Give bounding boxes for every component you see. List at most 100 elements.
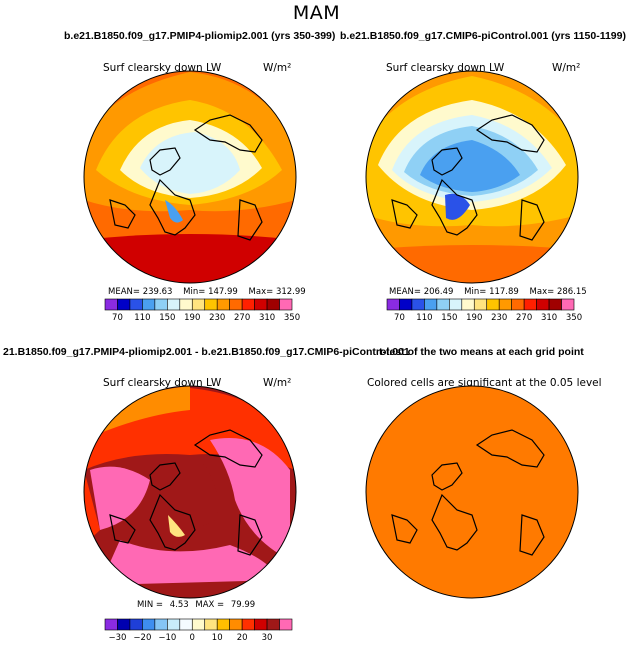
colorbar-cell (266, 618, 280, 631)
max-label: Max= (529, 287, 555, 297)
max-value: 79.99 (230, 600, 256, 610)
colorbar-cell (511, 298, 525, 311)
colorbar-cell (486, 298, 500, 311)
colorbar-tick-label: 10 (212, 633, 223, 643)
colorbar-cell (473, 298, 488, 311)
colorbar-cell (179, 298, 193, 311)
max-value: 286.15 (556, 287, 587, 297)
colorbar-tick-label: 310 (259, 313, 275, 323)
colorbar-cell (204, 298, 218, 311)
colorbar-tick-label: 20 (237, 633, 248, 643)
colorbar-cell (266, 298, 280, 311)
map-panel2 (366, 71, 578, 283)
colorbar-cell (449, 298, 463, 311)
colorbar-cell (279, 298, 293, 311)
panel2-stats: MEAN= 206.49 Min= 117.89 Max= 286.15 (389, 287, 587, 297)
mean-value: 239.63 (142, 287, 173, 297)
colorbar-cell (191, 618, 206, 631)
panel4-title: t-test of the two means at each grid poi… (379, 346, 584, 358)
colorbar-cell (229, 618, 243, 631)
colorbar-cell (129, 298, 143, 311)
colorbar-cell (436, 298, 450, 311)
coastlines-panel1 (109, 114, 263, 241)
colorbar-cell (254, 618, 268, 631)
min-value: 147.99 (208, 287, 238, 297)
colorbar-cell (179, 618, 193, 631)
colorbar-tick-label: 30 (262, 633, 273, 643)
min-value: 4.53 (169, 600, 189, 610)
colorbar-cell (216, 298, 230, 311)
colorbar-tick-label: 350 (284, 313, 300, 323)
map-panel3 (84, 386, 296, 598)
max-value: 312.99 (275, 287, 306, 297)
colorbar-cell (498, 298, 512, 311)
min-value: 117.89 (489, 287, 519, 297)
colorbar-cell (142, 298, 156, 311)
map-panel1 (84, 71, 296, 283)
colorbar-tick-label: 310 (541, 313, 557, 323)
colorbar-tick-label: 70 (112, 313, 123, 323)
colorbar-panel2: 70 110 150 190 230 270 310 350 (386, 298, 582, 323)
mean-label: MEAN= (389, 287, 421, 297)
colorbar-cell (154, 618, 168, 631)
colorbar-cell (279, 618, 293, 631)
panel1-title: b.e21.B1850.f09_g17.PMIP4-pliomip2.001 (… (64, 30, 336, 42)
page-title: MAM (292, 2, 341, 24)
colorbar-tick-label: 270 (234, 313, 250, 323)
colorbar-tick-label: 150 (159, 313, 175, 323)
coastlines-panel4 (391, 429, 545, 556)
map-border (83, 385, 297, 599)
colorbar-tick-label: 0 (190, 633, 195, 643)
colorbar-cell (104, 618, 118, 631)
colorbar-cell (104, 298, 118, 311)
colorbar-tick-label: 230 (209, 313, 225, 323)
max-label: Max= (248, 287, 274, 297)
colorbar-tick-label: 190 (466, 313, 482, 323)
map-border (83, 70, 297, 284)
colorbar-cell (117, 618, 131, 631)
colorbar-cell (154, 298, 168, 311)
min-label: Min= (464, 287, 487, 297)
colorbar-cell (229, 298, 243, 311)
colorbar-tick-label: 230 (491, 313, 507, 323)
colorbar-cell (142, 618, 156, 631)
panel3-stats: MIN = 4.53 MAX = 79.99 (137, 600, 255, 610)
colorbar-cell (523, 298, 537, 311)
map-border (365, 70, 579, 284)
coastlines-panel2 (391, 114, 545, 241)
colorbar-tick-label: 70 (394, 313, 405, 323)
panel3-title: 21.B1850.f09_g17.PMIP4-pliomip2.001 - b.… (3, 346, 410, 358)
min-label: MIN = (137, 600, 164, 610)
colorbar-cell (117, 298, 131, 311)
colorbar-cell (167, 298, 181, 311)
colorbar-tick-label: 270 (516, 313, 532, 323)
colorbar-cell (411, 298, 425, 311)
panel1-units: W/m² (263, 62, 292, 74)
colorbar-panel1: 70 110 150 190 230 270 310 350 (104, 298, 300, 323)
colorbar-cell (399, 298, 413, 311)
colorbar-cell (129, 618, 143, 631)
colorbar-cell (241, 618, 255, 631)
min-label: Min= (183, 287, 206, 297)
colorbar-tick-label: −20 (133, 633, 151, 643)
colorbar-cell (561, 298, 575, 311)
colorbar-cell (191, 298, 206, 311)
map-panel4 (366, 386, 578, 598)
colorbar-tick-label: 110 (416, 313, 432, 323)
colorbar-cell (204, 618, 218, 631)
panel2-units: W/m² (552, 62, 581, 74)
panel3-units: W/m² (263, 377, 292, 389)
colorbar-panel3: −30 −20 −10 0 10 20 30 (104, 618, 293, 643)
panel4-note: Colored cells are significant at the 0.0… (367, 377, 602, 389)
colorbar-tick-label: 150 (441, 313, 457, 323)
panel2-title: b.e21.B1850.f09_g17.CMIP6-piControl.001 … (340, 30, 626, 42)
colorbar-tick-label: −10 (158, 633, 176, 643)
map-border (365, 385, 579, 599)
colorbar-cell (386, 298, 400, 311)
panel1-stats: MEAN= 239.63 Min= 147.99 Max= 312.99 (108, 287, 306, 297)
colorbar-tick-label: −30 (108, 633, 126, 643)
colorbar-tick-label: 350 (566, 313, 582, 323)
max-label: MAX = (195, 600, 225, 610)
colorbar-cell (216, 618, 230, 631)
